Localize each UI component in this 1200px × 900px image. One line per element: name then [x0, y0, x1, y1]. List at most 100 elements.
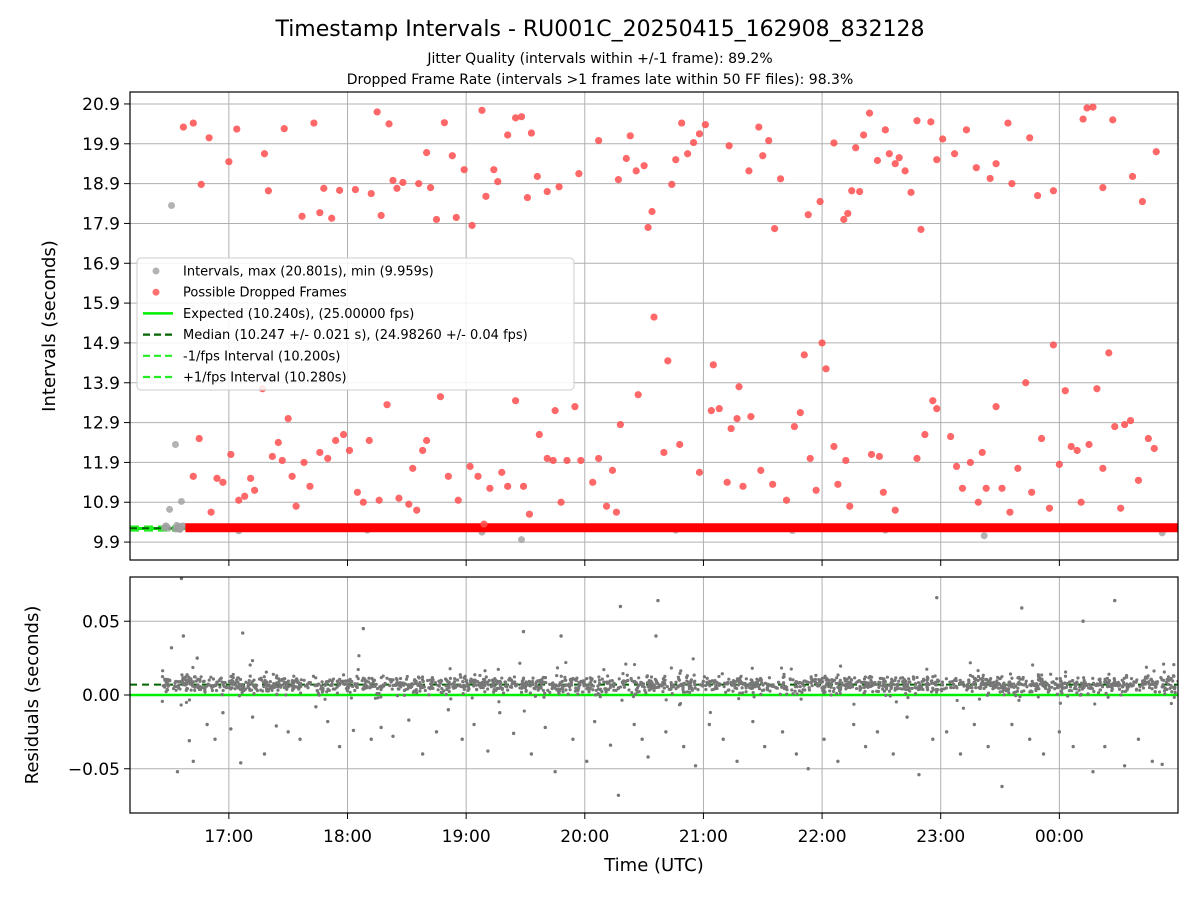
residual-point [299, 678, 303, 682]
residual-point [315, 689, 320, 693]
dropped-frame-point [320, 184, 328, 192]
residual-point [356, 667, 360, 672]
residual-point [180, 679, 184, 683]
residual-point [197, 687, 202, 692]
residual-point [739, 680, 743, 684]
residual-point [754, 681, 758, 685]
residual-point [685, 675, 689, 680]
residual-point [582, 679, 586, 683]
residual-point [360, 679, 364, 683]
residual-point [669, 666, 673, 670]
residual-point [302, 678, 306, 682]
dropped-frame-point [474, 472, 482, 480]
residual-point [798, 685, 802, 689]
residual-point [1144, 665, 1149, 669]
residual-point [368, 686, 372, 690]
residual-outlier-point [195, 656, 199, 660]
residual-point [219, 676, 223, 680]
residual-point [631, 695, 636, 699]
residual-point [353, 688, 357, 693]
residual-point [1049, 672, 1053, 676]
dropped-frame-point [950, 150, 959, 158]
residual-point [1025, 685, 1029, 689]
residual-point [260, 678, 264, 682]
residual-point [1142, 678, 1146, 683]
residual-point [1029, 684, 1033, 688]
residual-point [794, 679, 798, 684]
residual-point [1152, 669, 1156, 673]
residual-point [1031, 663, 1035, 667]
residual-outlier-point [529, 752, 534, 756]
residuals-y-tick-label: −0.05 [68, 760, 120, 780]
residual-outlier-point [1122, 764, 1127, 768]
residual-point [198, 677, 202, 682]
residual-outlier-point [486, 749, 490, 753]
residual-point [891, 679, 895, 683]
residual-point [749, 682, 753, 686]
residual-point [813, 680, 818, 684]
dropped-frame-point [755, 123, 763, 131]
residual-point [877, 680, 881, 684]
residual-point [419, 686, 423, 690]
residual-point [920, 680, 924, 684]
residual-point [829, 685, 833, 689]
residual-point [849, 677, 853, 682]
residual-point [391, 678, 395, 682]
dropped-frame-point [962, 126, 971, 134]
residual-point [577, 680, 581, 684]
residual-point [1064, 670, 1068, 674]
residual-point [1082, 676, 1086, 680]
residual-point [453, 685, 457, 690]
residual-point [675, 684, 680, 688]
residual-point [685, 679, 689, 683]
residual-point [1170, 690, 1174, 694]
residual-point [655, 685, 659, 690]
interval-point [166, 505, 174, 513]
residual-point [647, 688, 651, 692]
residual-point [264, 670, 268, 674]
dropped-frame-point [846, 502, 854, 510]
residual-point [759, 692, 763, 696]
residual-point [1065, 681, 1070, 686]
residual-point [574, 678, 578, 683]
residual-point [280, 683, 285, 687]
dropped-frame-point [383, 401, 391, 409]
residual-point [361, 687, 365, 691]
dropped-frame-point [316, 209, 324, 217]
dropped-frame-point [933, 156, 941, 164]
residual-point [612, 688, 616, 692]
residual-point [1070, 679, 1074, 683]
residual-outlier-point [935, 595, 939, 600]
residual-point [179, 703, 183, 707]
residual-point [559, 674, 563, 678]
dropped-frame-point [939, 135, 947, 143]
dropped-frame-point [867, 450, 876, 459]
residual-point [952, 682, 956, 686]
residual-point [427, 686, 431, 690]
residual-point [704, 687, 708, 692]
residual-point [495, 681, 499, 686]
residual-point [1068, 685, 1073, 689]
residual-point [388, 683, 392, 688]
residual-outlier-point [1010, 722, 1014, 727]
residual-point [744, 677, 748, 681]
residual-point [1161, 683, 1165, 687]
residual-point [763, 681, 768, 685]
legend-marker [152, 267, 160, 275]
residual-point [415, 682, 419, 686]
dropped-frame-point [1079, 115, 1087, 123]
residual-point [1095, 682, 1099, 686]
residual-point [180, 673, 184, 677]
residual-outlier-point [559, 634, 563, 638]
residual-outlier-point [175, 770, 180, 774]
dropped-frame-point [879, 488, 887, 496]
residual-point [1162, 670, 1166, 674]
residual-point [1040, 673, 1044, 677]
residual-point [264, 686, 269, 691]
residual-point [1036, 695, 1040, 699]
residual-point [858, 685, 862, 689]
residual-point [962, 684, 966, 688]
residual-point [669, 687, 673, 691]
dropped-frame-point [933, 405, 941, 413]
residual-point [670, 691, 674, 696]
